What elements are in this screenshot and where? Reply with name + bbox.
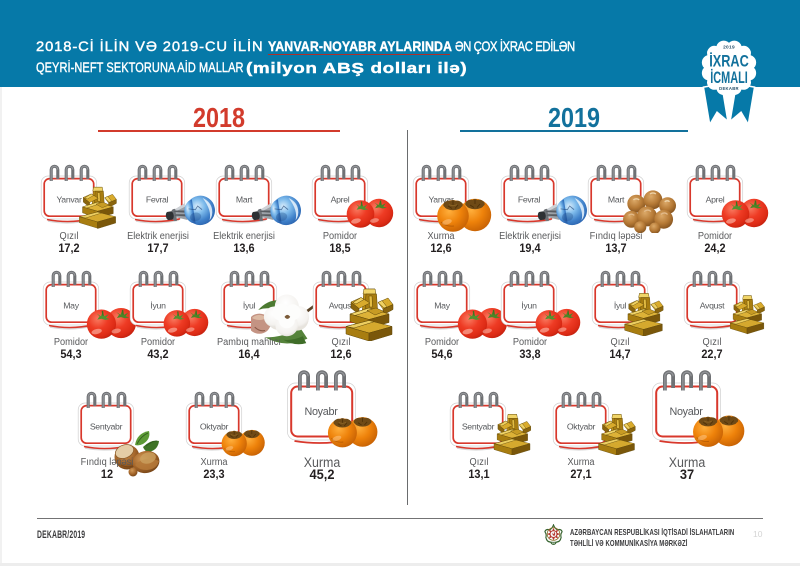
svg-text:2019: 2019 [723, 45, 735, 51]
svg-text:İyun: İyun [521, 301, 537, 311]
svg-text:Aprel: Aprel [330, 194, 349, 204]
svg-text:Aprel: Aprel [705, 194, 724, 204]
svg-text:İyun: İyun [150, 301, 166, 311]
svg-text:May: May [63, 301, 79, 311]
svg-text:Fevral: Fevral [146, 194, 169, 204]
svg-text:Noyabr: Noyabr [669, 406, 703, 418]
svg-text:Mart: Mart [607, 194, 624, 204]
svg-text:Avqust: Avqust [699, 301, 724, 311]
svg-text:Avqust: Avqust [328, 301, 353, 311]
svg-text:Yanvar: Yanvar [428, 194, 453, 204]
svg-text:Yanvar: Yanvar [56, 194, 81, 204]
svg-text:Oktyabr: Oktyabr [566, 422, 595, 432]
svg-text:İXRAC: İXRAC [709, 52, 749, 71]
svg-text:Oktyabr: Oktyabr [199, 422, 228, 432]
svg-text:İCMALI: İCMALI [710, 68, 748, 87]
svg-text:May: May [434, 301, 450, 311]
svg-text:DEKABR: DEKABR [719, 86, 739, 91]
svg-text:Fevral: Fevral [518, 194, 541, 204]
svg-text:Sentyabr: Sentyabr [90, 422, 123, 432]
svg-text:Noyabr: Noyabr [304, 406, 338, 418]
svg-text:İyul: İyul [613, 301, 626, 311]
svg-text:Sentyabr: Sentyabr [462, 422, 495, 432]
svg-text:Mart: Mart [235, 194, 252, 204]
svg-text:İyul: İyul [242, 301, 255, 311]
